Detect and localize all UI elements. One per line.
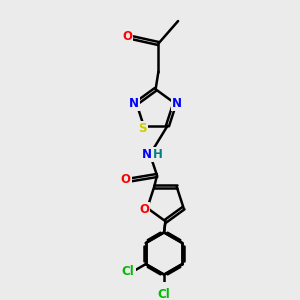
Text: N: N [142, 148, 152, 161]
Text: N: N [129, 97, 139, 110]
Text: Cl: Cl [122, 265, 135, 278]
Text: O: O [140, 203, 149, 216]
Text: O: O [122, 30, 132, 43]
Text: O: O [121, 173, 130, 186]
Text: N: N [172, 97, 182, 110]
Text: S: S [138, 122, 147, 135]
Text: Cl: Cl [158, 288, 170, 300]
Text: H: H [153, 148, 163, 161]
